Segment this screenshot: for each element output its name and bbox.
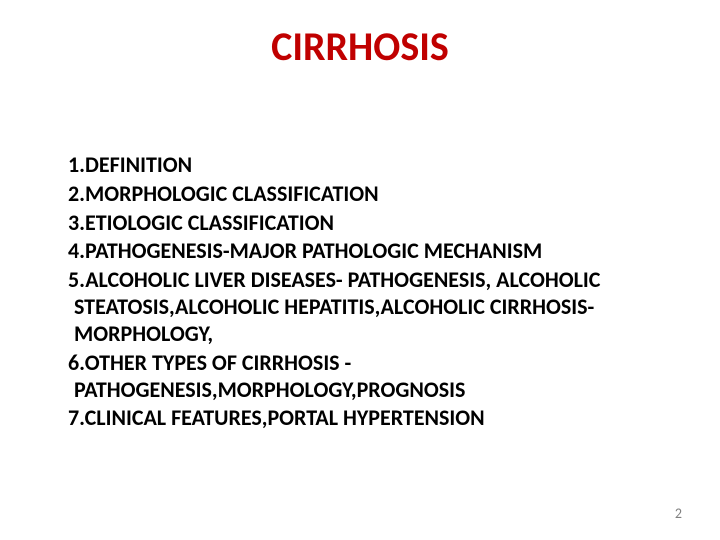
slide: CIRRHOSIS 1.DEFINITION 2.MORPHOLOGIC CLA… [0, 0, 720, 540]
list-item: 1.DEFINITION [54, 152, 674, 179]
list-item: 2.MORPHOLOGIC CLASSIFICATION [54, 181, 674, 208]
list-item: 5.ALCOHOLIC LIVER DISEASES- PATHOGENESIS… [54, 267, 674, 347]
list-item: 3.ETIOLOGIC CLASSIFICATION [54, 210, 674, 237]
list-item: 6.OTHER TYPES OF CIRRHOSIS -PATHOGENESIS… [54, 350, 674, 404]
list-item: 4.PATHOGENESIS-MAJOR PATHOLOGIC MECHANIS… [54, 238, 674, 265]
slide-title: CIRRHOSIS [0, 22, 720, 71]
slide-body: 1.DEFINITION 2.MORPHOLOGIC CLASSIFICATIO… [54, 152, 674, 434]
list-item: 7.CLINICAL FEATURES,PORTAL HYPERTENSION [54, 405, 674, 432]
page-number: 2 [675, 505, 682, 522]
